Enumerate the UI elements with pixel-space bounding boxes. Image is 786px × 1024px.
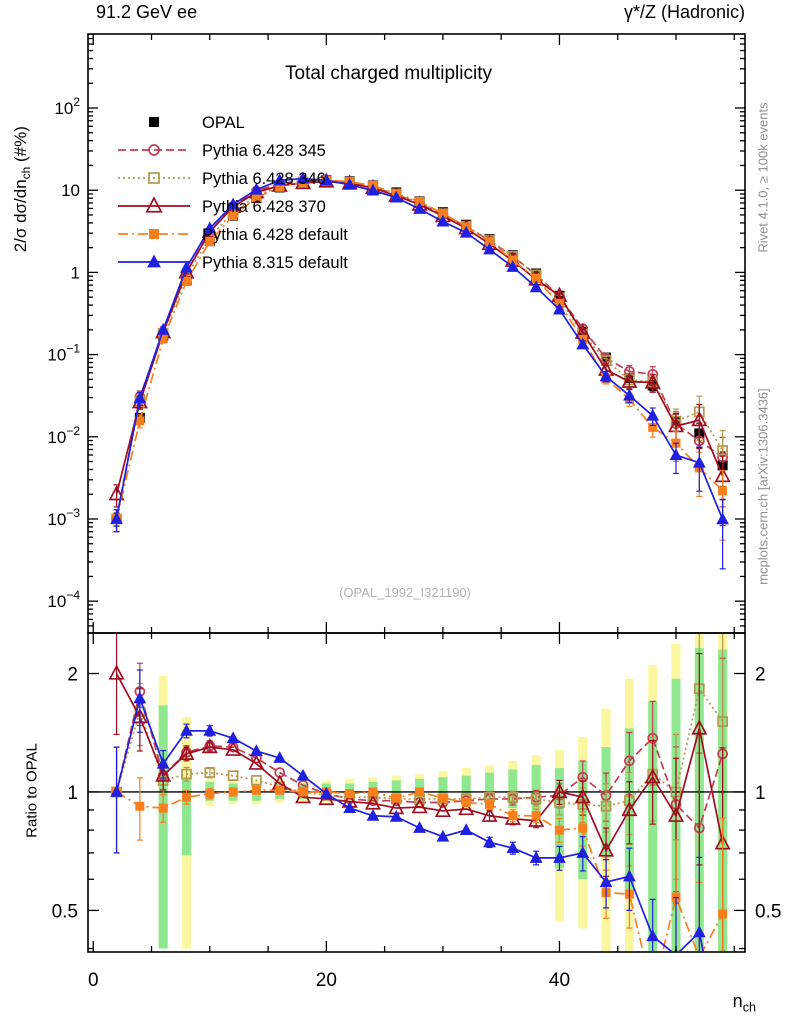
svg-text:10−4: 10−4 [47, 588, 80, 611]
axis-ticks [88, 34, 745, 952]
legend-label-pythia-8-315-default: Pythia 8.315 default [202, 254, 348, 272]
svg-text:10−1: 10−1 [47, 342, 80, 365]
svg-text:10−2: 10−2 [47, 424, 80, 447]
svg-text:0.5: 0.5 [755, 901, 781, 922]
legend-label-pythia-6-428-default: Pythia 6.428 default [202, 226, 348, 244]
svg-text:0.5: 0.5 [52, 901, 78, 922]
x-axis-label: nch [732, 991, 756, 1015]
rivet-version-note: Rivet 4.1.0, ≥ 100k events [755, 102, 771, 253]
svg-text:10−3: 10−3 [47, 506, 80, 529]
svg-text:10: 10 [61, 181, 80, 200]
legend: OPAL Pythia 6.428 345 Pythia 6.428 346 Pyth… [118, 114, 348, 272]
ratio-y-axis-label: Ratio to OPAL [23, 743, 41, 838]
svg-text:0: 0 [88, 970, 99, 991]
svg-text:1: 1 [755, 783, 766, 804]
main-y-axis-label: 2/σ dσ/dnch (#%) [10, 126, 34, 253]
svg-text:2: 2 [67, 665, 78, 686]
svg-text:2: 2 [755, 665, 766, 686]
beam-energy-label: 91.2 GeV ee [96, 2, 198, 22]
legend-label-pythia-6-428-370: Pythia 6.428 370 [202, 198, 326, 216]
process-label: γ*/Z (Hadronic) [623, 2, 745, 22]
svg-text:20: 20 [316, 970, 337, 991]
svg-text:102: 102 [54, 95, 80, 118]
analysis-id-watermark: (OPAL_1992_I321190) [339, 585, 471, 600]
legend-label-opal: OPAL [202, 114, 245, 132]
svg-text:1: 1 [67, 783, 78, 804]
series-ratio-pythia-8-315-default [110, 669, 726, 951]
series-main-pythia-8-315-default [110, 171, 730, 570]
svg-text:40: 40 [549, 970, 570, 991]
legend-label-pythia-6-428-346: Pythia 6.428 346 [202, 170, 326, 188]
mcplots-arxiv-note: mcplots.cern.ch [arXiv:1306.3436] [755, 388, 771, 585]
tick-labels: 102 10 1 10−1 10−2 10−3 10−4 2 2 1 1 0.5 0.5 0 20 40 [47, 95, 781, 991]
svg-text:1: 1 [71, 263, 80, 282]
chart-title: Total charged multiplicity [285, 63, 492, 84]
legend-label-pythia-6-428-345: Pythia 6.428 345 [202, 142, 326, 160]
